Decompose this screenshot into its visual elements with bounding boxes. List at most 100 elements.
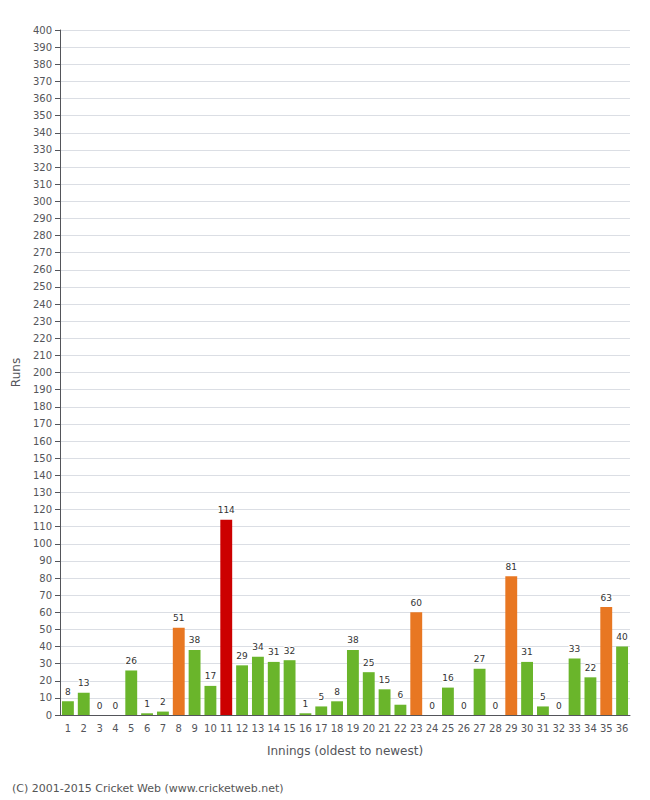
svg-text:23: 23 — [410, 723, 423, 734]
svg-text:16: 16 — [299, 723, 312, 734]
svg-text:1: 1 — [303, 699, 309, 709]
svg-text:140: 140 — [33, 470, 52, 481]
svg-text:11: 11 — [220, 723, 233, 734]
svg-text:27: 27 — [473, 723, 486, 734]
svg-text:0: 0 — [46, 710, 52, 721]
svg-text:7: 7 — [160, 723, 166, 734]
svg-text:280: 280 — [33, 230, 52, 241]
svg-text:12: 12 — [236, 723, 249, 734]
svg-text:2: 2 — [160, 697, 166, 707]
svg-text:5: 5 — [128, 723, 134, 734]
svg-text:0: 0 — [429, 701, 435, 711]
svg-text:10: 10 — [39, 692, 52, 703]
svg-text:13: 13 — [78, 678, 89, 688]
svg-text:60: 60 — [411, 598, 423, 608]
svg-text:18: 18 — [331, 723, 344, 734]
svg-text:26: 26 — [126, 656, 138, 666]
svg-text:3: 3 — [96, 723, 102, 734]
svg-text:60: 60 — [39, 607, 52, 618]
svg-text:21: 21 — [378, 723, 391, 734]
svg-text:220: 220 — [33, 333, 52, 344]
svg-text:350: 350 — [33, 110, 52, 121]
svg-text:32: 32 — [552, 723, 565, 734]
svg-text:17: 17 — [315, 723, 328, 734]
svg-text:340: 340 — [33, 127, 52, 138]
svg-text:81: 81 — [506, 562, 517, 572]
svg-text:4: 4 — [112, 723, 118, 734]
svg-text:10: 10 — [204, 723, 217, 734]
svg-text:8: 8 — [176, 723, 182, 734]
svg-text:310: 310 — [33, 179, 52, 190]
svg-text:17: 17 — [205, 671, 216, 681]
svg-text:110: 110 — [33, 521, 52, 532]
svg-text:14: 14 — [267, 723, 280, 734]
svg-text:150: 150 — [33, 453, 52, 464]
svg-text:2: 2 — [81, 723, 87, 734]
svg-text:5: 5 — [540, 692, 546, 702]
svg-text:360: 360 — [33, 93, 52, 104]
svg-text:290: 290 — [33, 213, 52, 224]
svg-text:31: 31 — [268, 647, 279, 657]
svg-text:22: 22 — [394, 723, 407, 734]
svg-text:32: 32 — [284, 646, 295, 656]
svg-text:35: 35 — [600, 723, 613, 734]
svg-text:190: 190 — [33, 384, 52, 395]
svg-text:230: 230 — [33, 316, 52, 327]
svg-text:120: 120 — [33, 504, 52, 515]
svg-text:31: 31 — [521, 647, 532, 657]
svg-text:24: 24 — [426, 723, 439, 734]
svg-text:8: 8 — [334, 687, 340, 697]
svg-text:400: 400 — [33, 25, 52, 36]
svg-text:15: 15 — [379, 675, 390, 685]
svg-text:26: 26 — [457, 723, 470, 734]
svg-text:36: 36 — [616, 723, 629, 734]
svg-text:180: 180 — [33, 401, 52, 412]
svg-text:200: 200 — [33, 367, 52, 378]
svg-text:390: 390 — [33, 42, 52, 53]
svg-text:0: 0 — [461, 701, 467, 711]
svg-text:50: 50 — [39, 624, 52, 635]
svg-text:Innings (oldest to newest): Innings (oldest to newest) — [267, 744, 423, 758]
svg-text:33: 33 — [569, 644, 580, 654]
svg-text:9: 9 — [191, 723, 197, 734]
svg-text:(C) 2001-2015 Cricket Web (www: (C) 2001-2015 Cricket Web (www.cricketwe… — [12, 782, 284, 795]
svg-text:40: 40 — [39, 641, 52, 652]
svg-text:33: 33 — [568, 723, 581, 734]
svg-text:130: 130 — [33, 487, 52, 498]
svg-text:320: 320 — [33, 162, 52, 173]
svg-text:30: 30 — [39, 658, 52, 669]
svg-text:31: 31 — [537, 723, 550, 734]
svg-text:0: 0 — [556, 701, 562, 711]
svg-text:29: 29 — [505, 723, 518, 734]
svg-text:1: 1 — [65, 723, 71, 734]
svg-text:330: 330 — [33, 144, 52, 155]
svg-text:25: 25 — [363, 658, 374, 668]
svg-text:210: 210 — [33, 350, 52, 361]
svg-text:8: 8 — [65, 687, 71, 697]
svg-text:20: 20 — [362, 723, 375, 734]
svg-text:25: 25 — [442, 723, 455, 734]
svg-text:380: 380 — [33, 59, 52, 70]
svg-text:160: 160 — [33, 436, 52, 447]
svg-text:34: 34 — [584, 723, 597, 734]
svg-text:29: 29 — [236, 651, 248, 661]
svg-text:114: 114 — [218, 505, 235, 515]
svg-text:38: 38 — [189, 635, 201, 645]
svg-text:90: 90 — [39, 555, 52, 566]
svg-text:0: 0 — [493, 701, 499, 711]
svg-text:27: 27 — [474, 654, 485, 664]
svg-text:15: 15 — [283, 723, 296, 734]
svg-text:260: 260 — [33, 264, 52, 275]
svg-text:6: 6 — [144, 723, 150, 734]
svg-text:6: 6 — [398, 690, 404, 700]
svg-text:170: 170 — [33, 418, 52, 429]
svg-text:30: 30 — [521, 723, 534, 734]
svg-text:100: 100 — [33, 538, 52, 549]
svg-text:370: 370 — [33, 76, 52, 87]
svg-text:80: 80 — [39, 573, 52, 584]
svg-text:0: 0 — [113, 701, 119, 711]
svg-text:28: 28 — [489, 723, 502, 734]
svg-text:250: 250 — [33, 281, 52, 292]
svg-text:40: 40 — [616, 632, 628, 642]
svg-text:Runs: Runs — [9, 358, 23, 387]
